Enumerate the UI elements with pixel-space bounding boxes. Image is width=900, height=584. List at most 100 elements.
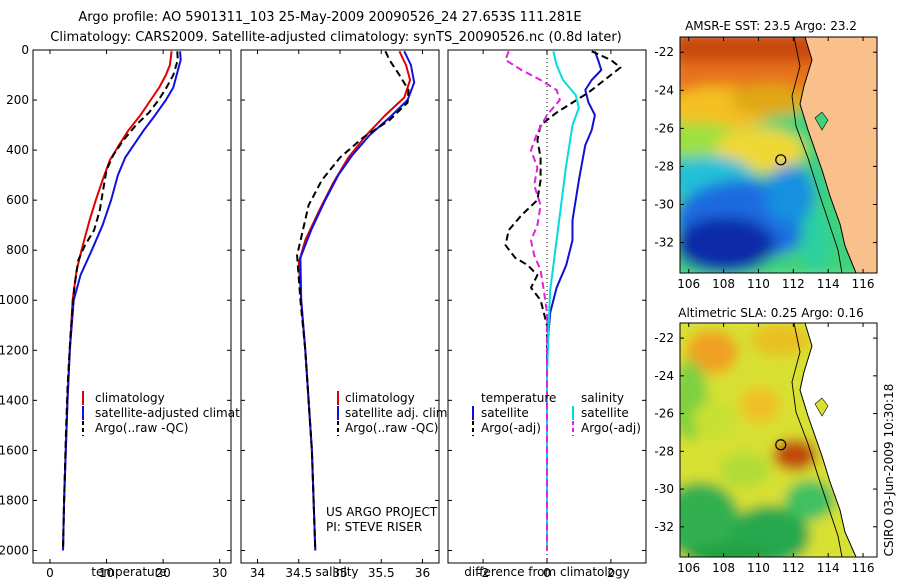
lat-tick-label: -22	[654, 331, 674, 345]
legend-label-temperature-satellite: satellite	[481, 406, 529, 420]
lat-tick-label: -24	[654, 369, 674, 383]
lon-tick-label: 106	[677, 561, 700, 575]
y-tick-label: 400	[6, 143, 29, 157]
lat-tick-label: -24	[654, 83, 674, 97]
temperature-series	[62, 51, 182, 551]
sst-shelf-contour	[791, 37, 843, 273]
lon-tick-label: 114	[817, 277, 840, 291]
x-tick-label: 35.5	[368, 566, 395, 580]
sla-land	[799, 323, 877, 557]
temperature-xlabel: temperature	[91, 565, 166, 579]
legend-label-argo: Argo(..raw -QC)	[95, 421, 188, 435]
x-tick-label: 2	[607, 566, 615, 580]
lat-tick-label: -32	[654, 236, 674, 250]
salinity-xlabel: salinity	[315, 565, 358, 579]
y-tick-label: 1400	[0, 393, 29, 407]
series-line-salinity-argo-adj	[504, 50, 561, 551]
project-annotation-line1: US ARGO PROJECT	[326, 505, 438, 519]
legend-label-argo: Argo(..raw -QC)	[345, 421, 438, 435]
x-tick-label: 0	[543, 566, 551, 580]
lon-tick-label: 114	[817, 561, 840, 575]
difference-legend: temperature satellite Argo(-adj) salinit…	[472, 391, 641, 436]
salinity-plot-frame	[240, 49, 440, 564]
sst-map-panel: AMSR-E SST: 23.5 Argo: 23.2 -22	[654, 19, 878, 291]
sla-lon-axis: 106 108 110 112 114 116	[677, 323, 875, 575]
series-line-satellite-adj-clim	[299, 50, 416, 551]
legend-label-climatology: climatology	[345, 391, 415, 405]
series-line-argo-raw-qc	[296, 50, 410, 551]
sla-map-panel: Altimetric SLA: 0.25 Argo: 0.16	[654, 306, 878, 575]
lon-tick-label: 112	[782, 561, 805, 575]
x-tick-label: 20	[155, 566, 170, 580]
sst-land	[799, 37, 877, 273]
salinity-series	[296, 50, 416, 551]
lon-tick-label: 110	[747, 561, 770, 575]
x-tick-label: -2	[477, 566, 489, 580]
sst-map-title: AMSR-E SST: 23.5 Argo: 23.2	[685, 19, 857, 33]
sla-map-title: Altimetric SLA: 0.25 Argo: 0.16	[678, 306, 863, 320]
temperature-panel: 0 200 400 600 800 1000 1200 1400 1600 1800 2000 0 1…	[0, 43, 273, 580]
y-tick-label: 2000	[0, 543, 29, 557]
legend-label-temperature-argo: Argo(-adj)	[481, 421, 541, 435]
lat-tick-label: -32	[654, 520, 674, 534]
sla-map-frame	[679, 322, 878, 558]
sst-lat-axis: -22 -24 -26 -28 -30 -32	[654, 45, 877, 250]
legend-label-satellite-adjusted: satellite-adjusted climatology	[95, 406, 273, 420]
series-line-salinity-satellite	[546, 51, 580, 551]
salinity-panel: 34 34.5 35 35.5 36 salinity climatology sate…	[240, 49, 451, 580]
series-line-temperature-satellite	[546, 50, 603, 551]
x-tick-label: 35	[332, 566, 347, 580]
project-annotation-line2: PI: STEVE RISER	[326, 520, 422, 534]
lon-tick-label: 116	[852, 277, 875, 291]
difference-series	[504, 50, 622, 551]
salinity-y-axis	[241, 49, 439, 551]
difference-y-axis	[448, 49, 646, 551]
legend-title-temperature: temperature	[481, 391, 556, 405]
sst-island	[814, 111, 829, 131]
figure-title-line2: Climatology: CARS2009. Satellite-adjuste…	[50, 30, 622, 45]
y-tick-label: 1800	[0, 493, 29, 507]
difference-xlabel: difference from climatology	[464, 565, 630, 579]
x-tick-label: 30	[212, 566, 227, 580]
sst-map-frame	[679, 36, 878, 274]
salinity-legend: climatology satellite adj. clim. Argo(..…	[337, 391, 451, 436]
x-tick-label: 34.5	[285, 566, 312, 580]
argo-float-marker	[775, 154, 787, 166]
lat-tick-label: -26	[654, 121, 674, 135]
x-tick-label: 34	[250, 566, 265, 580]
difference-panel: -2 0 2 difference from climatology tempera…	[447, 49, 647, 580]
lat-tick-label: -26	[654, 407, 674, 421]
figure-title-line1: Argo profile: AO 5901311_103 25-May-2009…	[78, 10, 581, 25]
temperature-plot-frame	[32, 49, 232, 564]
lat-tick-label: -22	[654, 45, 674, 59]
x-tick-label: 0	[46, 566, 54, 580]
temperature-y-axis: 0 200 400 600 800 1000 1200 1400 1600 1800 2000	[0, 43, 231, 557]
temperature-legend: climatology satellite-adjusted climatolo…	[82, 391, 273, 436]
y-tick-label: 1200	[0, 343, 29, 357]
lat-tick-label: -30	[654, 197, 674, 211]
sla-lat-axis: -22 -24 -26 -28 -30 -32	[654, 331, 877, 534]
sla-island	[814, 397, 829, 417]
legend-label-salinity-argo: Argo(-adj)	[581, 421, 641, 435]
argo-float-marker	[775, 439, 787, 451]
lon-tick-label: 108	[712, 561, 735, 575]
y-tick-label: 600	[6, 193, 29, 207]
salinity-x-axis: 34 34.5 35 35.5 36	[250, 50, 430, 580]
lon-tick-label: 108	[712, 277, 735, 291]
series-line-temperature-argo-adj	[504, 50, 622, 551]
lon-tick-label: 112	[782, 277, 805, 291]
y-tick-label: 800	[6, 243, 29, 257]
lon-tick-label: 106	[677, 277, 700, 291]
legend-label-climatology: climatology	[95, 391, 165, 405]
lon-tick-label: 110	[747, 277, 770, 291]
lat-tick-label: -30	[654, 482, 674, 496]
y-tick-label: 1600	[0, 443, 29, 457]
legend-label-satellite-adj: satellite adj. clim.	[345, 406, 451, 420]
y-tick-label: 200	[6, 93, 29, 107]
legend-title-salinity: salinity	[581, 391, 624, 405]
y-tick-label: 0	[21, 43, 29, 57]
lat-tick-label: -28	[654, 159, 674, 173]
sst-lon-axis: 106 108 110 112 114 116	[677, 37, 875, 291]
lon-tick-label: 116	[852, 561, 875, 575]
